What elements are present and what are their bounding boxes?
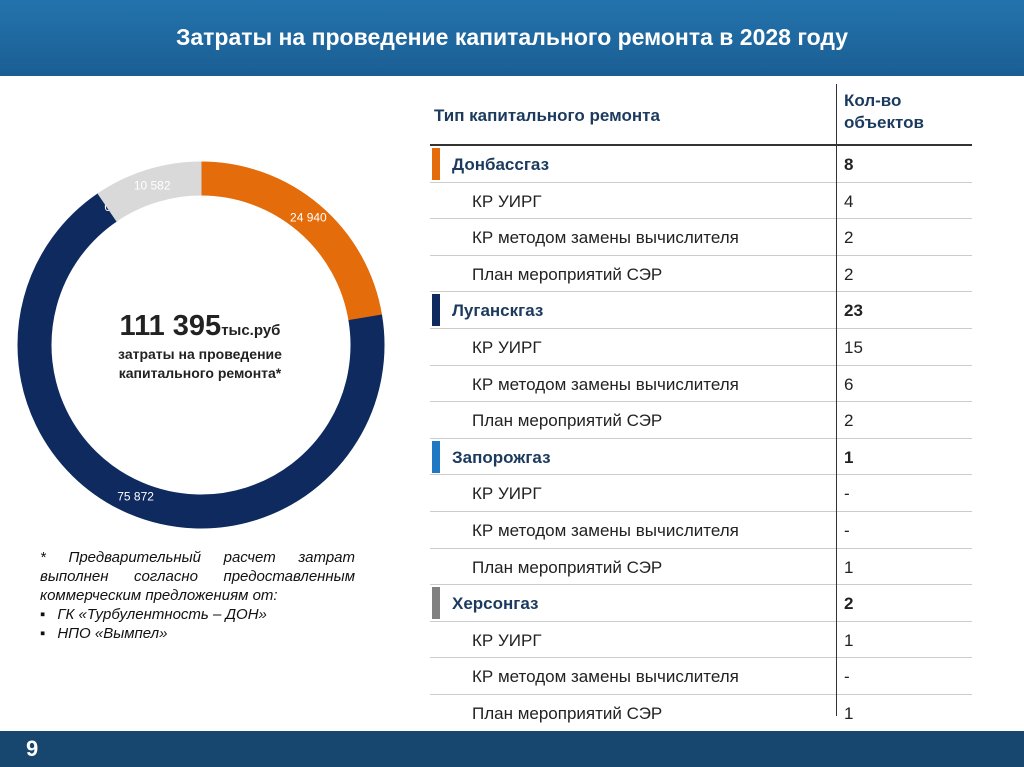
table-row: КР методом замены вычислителя - <box>430 512 972 549</box>
row-count: 8 <box>844 155 854 174</box>
row-count: 1 <box>844 703 854 723</box>
row-count: 2 <box>844 411 854 431</box>
group-row: Херсонгаз 2 <box>430 585 972 622</box>
total-value: 111 395 <box>119 310 222 342</box>
donut-segment <box>97 161 202 222</box>
row-count: 2 <box>844 594 854 614</box>
table: Тип капитального ремонта Кол-во объектов… <box>430 84 972 732</box>
header-cell: Кол-во объектов <box>844 91 924 132</box>
row-count: 2 <box>844 264 854 284</box>
value-label: 10 582 <box>134 179 171 193</box>
table-row: План мероприятий СЭР 1 <box>430 549 972 586</box>
row-count: 4 <box>844 191 854 211</box>
table-row: КР методом замены вычислителя - <box>430 658 972 695</box>
row-count: - <box>844 520 850 540</box>
group-row: Луганскгаз 23 <box>430 292 972 329</box>
footnote-item: ГК «Турбулентность – ДОН» <box>40 605 355 624</box>
group-marker <box>432 148 440 180</box>
group-marker <box>432 440 440 473</box>
group-row: Запорожгаз 1 <box>430 439 972 476</box>
group-row: Донбассгаз 8 <box>430 146 972 183</box>
footnote-list: ГК «Турбулентность – ДОН»НПО «Вымпел» <box>40 605 355 643</box>
row-label: Херсонгаз <box>452 594 539 614</box>
row-label: КР методом замены вычислителя <box>472 520 739 540</box>
table-row: КР методом замены вычислителя 6 <box>430 366 972 403</box>
footnote-text: * Предварительный расчет затрат выполнен… <box>40 549 355 604</box>
value-label: 75 872 <box>117 490 154 504</box>
page-number: 9 <box>26 736 39 761</box>
table-row: План мероприятий СЭР 2 <box>430 256 972 293</box>
group-marker <box>432 294 440 327</box>
row-count: 1 <box>844 557 854 577</box>
footnote-item: НПО «Вымпел» <box>40 624 355 643</box>
row-count: 15 <box>844 337 863 357</box>
row-label: План мероприятий СЭР <box>472 703 663 723</box>
row-label: КР методом замены вычислителя <box>472 374 739 394</box>
total-unit: тыс.руб <box>221 322 281 339</box>
donut-center: 111 395тыс.руб затраты на проведение кап… <box>90 310 310 383</box>
row-label: Запорожгаз <box>452 447 551 467</box>
row-label: КР методом замены вычислителя <box>472 667 739 687</box>
table-row: КР УИРГ 4 <box>430 183 972 220</box>
footer-bar: 9 <box>0 731 1024 767</box>
table-row: КР УИРГ 15 <box>430 329 972 366</box>
row-label: План мероприятий СЭР <box>472 557 663 577</box>
value-label: 24 940 <box>290 211 327 225</box>
row-label: КР УИРГ <box>472 337 542 357</box>
total-caption: затраты на проведение капитального ремон… <box>118 346 282 381</box>
row-label: КР УИРГ <box>472 484 542 504</box>
row-label: КР УИРГ <box>472 191 542 211</box>
row-count: - <box>844 667 850 687</box>
row-label: КР УИРГ <box>472 630 542 650</box>
table-header: Тип капитального ремонта Кол-во объектов <box>430 84 972 146</box>
table-row: КР УИРГ 1 <box>430 622 972 659</box>
table-row: План мероприятий СЭР 1 <box>430 695 972 732</box>
row-count: 23 <box>844 301 863 321</box>
row-count: - <box>844 484 850 504</box>
row-label: Донбассгаз <box>452 155 550 174</box>
row-count: 2 <box>844 228 854 248</box>
row-count: 6 <box>844 374 854 394</box>
group-marker <box>432 587 440 620</box>
footnote: * Предварительный расчет затрат выполнен… <box>40 548 355 643</box>
column-separator <box>836 84 837 716</box>
donut-segment <box>200 161 383 322</box>
row-label: План мероприятий СЭР <box>472 411 663 431</box>
header-cell: Тип капитального ремонта <box>434 106 660 125</box>
row-label: Луганскгаз <box>452 301 544 321</box>
table-row: КР методом замены вычислителя 2 <box>430 219 972 256</box>
slide-title: Затраты на проведение капитального ремон… <box>175 24 849 50</box>
table-row: План мероприятий СЭР 2 <box>430 402 972 439</box>
row-count: 1 <box>844 630 854 650</box>
row-label: КР методом замены вычислителя <box>472 228 739 248</box>
donut-segment <box>17 192 385 529</box>
row-count: 1 <box>844 447 854 467</box>
table-row: КР УИРГ - <box>430 475 972 512</box>
row-label: План мероприятий СЭР <box>472 264 663 284</box>
header-bar: Затраты на проведение капитального ремон… <box>0 0 1024 76</box>
